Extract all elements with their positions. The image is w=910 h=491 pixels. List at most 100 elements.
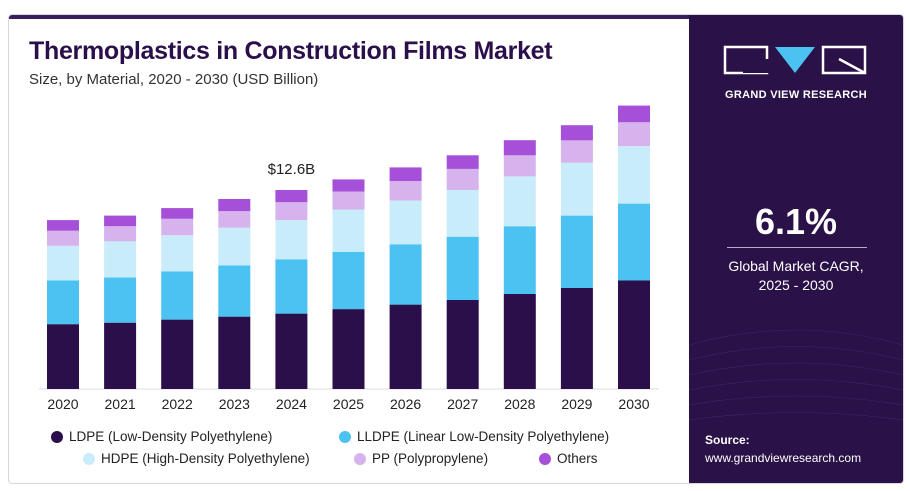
bar-lldpe-2025 [332, 251, 365, 310]
x-tick-label-2027: 2027 [447, 396, 478, 412]
bar-hdpe-2021 [104, 241, 137, 278]
chart-title: Thermoplastics in Construction Films Mar… [29, 37, 553, 65]
bar-pp-2026 [389, 180, 422, 201]
cagr-label-line2: 2025 - 2030 [758, 277, 834, 293]
chart-subtitle: Size, by Material, 2020 - 2030 (USD Bill… [29, 71, 319, 88]
bar-lldpe-2022 [161, 271, 194, 320]
bar-pp-2025 [332, 191, 365, 210]
brand-name: GRAND VIEW RESEARCH [725, 89, 867, 101]
logo-r-mark [821, 45, 867, 75]
bar-others-2028 [503, 140, 536, 156]
bar-hdpe-2029 [560, 162, 593, 216]
bar-hdpe-2030 [618, 146, 650, 204]
bar-lldpe-2028 [503, 226, 536, 294]
x-tick-label-2025: 2025 [333, 396, 364, 412]
legend-label-ldpe: LDPE (Low-Density Polyethylene) [69, 429, 273, 444]
bar-lldpe-2021 [104, 277, 137, 323]
bar-others-2023 [218, 199, 251, 212]
legend-label-pp: PP (Polypropylene) [372, 451, 489, 466]
legend-label-others: Others [557, 451, 598, 466]
bar-ldpe-2030 [618, 280, 650, 389]
bar-pp-2021 [104, 226, 137, 242]
legend-swatch-others [539, 452, 551, 465]
logo-v-mark [775, 47, 815, 73]
cagr-divider [727, 247, 867, 248]
x-tick-label-2022: 2022 [162, 396, 193, 412]
bar-lldpe-2024 [275, 259, 308, 314]
bar-pp-2020 [47, 230, 79, 246]
x-tick-label-2028: 2028 [504, 396, 535, 412]
sidebar-decoration [689, 45, 903, 421]
bar-ldpe-2020 [47, 324, 79, 389]
bar-others-2027 [446, 155, 479, 169]
x-tick-label-2029: 2029 [561, 396, 592, 412]
bar-pp-2027 [446, 168, 479, 190]
bar-ldpe-2021 [104, 322, 137, 389]
bar-hdpe-2028 [503, 176, 536, 227]
bar-pp-2023 [218, 211, 251, 228]
bar-hdpe-2022 [161, 235, 194, 272]
x-tick-label-2026: 2026 [390, 396, 421, 412]
legend-item-lldpe: LLDPE (Linear Low-Density Polyethylene) [339, 429, 609, 444]
annotation-total-2024: $12.6B [268, 161, 316, 178]
bar-ldpe-2022 [161, 319, 194, 389]
bar-ldpe-2029 [560, 288, 593, 389]
bar-lldpe-2023 [218, 265, 251, 317]
legend-label-hdpe: HDPE (High-Density Polyethylene) [101, 451, 310, 466]
bar-ldpe-2024 [275, 313, 308, 389]
legend-item-ldpe: LDPE (Low-Density Polyethylene) [51, 429, 272, 444]
bar-lldpe-2027 [446, 236, 479, 300]
x-tick-label-2024: 2024 [276, 396, 307, 412]
bar-others-2026 [389, 167, 422, 181]
bar-ldpe-2028 [503, 294, 536, 389]
brand-logo [723, 45, 867, 75]
x-tick-label-2030: 2030 [618, 396, 649, 412]
bar-lldpe-2029 [560, 215, 593, 288]
chart-card: Thermoplastics in Construction Films Mar… [8, 14, 904, 484]
cagr-label-line1: Global Market CAGR, [728, 258, 864, 274]
bar-lldpe-2026 [389, 244, 422, 305]
bar-lldpe-2030 [618, 203, 650, 281]
bar-others-2029 [560, 125, 593, 141]
bar-pp-2024 [275, 202, 308, 221]
cagr-label: Global Market CAGR, 2025 - 2030 [689, 257, 903, 295]
bar-hdpe-2024 [275, 220, 308, 260]
bar-hdpe-2020 [47, 245, 79, 281]
legend-label-lldpe: LLDPE (Linear Low-Density Polyethylene) [357, 429, 610, 444]
x-tick-label-2020: 2020 [47, 396, 78, 412]
bar-others-2022 [161, 208, 194, 219]
x-tick-label-2023: 2023 [219, 396, 250, 412]
bar-others-2030 [618, 105, 650, 123]
bar-others-2024 [275, 190, 308, 203]
bar-lldpe-2020 [47, 280, 79, 325]
logo-g-cut [743, 59, 769, 73]
bar-others-2025 [332, 179, 365, 192]
top-accent-line [9, 15, 689, 19]
legend-item-pp: PP (Polypropylene) [354, 451, 488, 466]
sidebar-grid-pattern [689, 329, 903, 421]
bar-pp-2028 [503, 155, 536, 177]
sidebar-panel: GRAND VIEW RESEARCH 6.1% Global Market C… [689, 15, 903, 483]
source-label: Source: [705, 433, 750, 447]
bar-hdpe-2023 [218, 227, 251, 266]
bar-ldpe-2027 [446, 300, 479, 389]
bar-others-2021 [104, 215, 137, 227]
bar-hdpe-2027 [446, 190, 479, 237]
bar-pp-2022 [161, 218, 194, 236]
legend-swatch-pp [354, 452, 366, 465]
bar-others-2020 [47, 220, 79, 231]
legend-swatch-lldpe [339, 430, 351, 443]
bar-ldpe-2023 [218, 316, 251, 389]
cagr-value: 6.1% [754, 201, 838, 242]
bar-ldpe-2026 [389, 304, 422, 389]
source-url[interactable]: www.grandviewresearch.com [705, 451, 862, 465]
legend-item-others: Others [539, 451, 598, 466]
stacked-bar-chart: 2020 2021 2022 2023 2024 $12.6B 2025 2026 2027 20… [39, 105, 659, 412]
logo-r-leg [838, 57, 866, 75]
bar-ldpe-2025 [332, 309, 365, 389]
legend-swatch-ldpe [51, 430, 63, 443]
bar-pp-2030 [618, 122, 650, 147]
x-tick-label-2021: 2021 [105, 396, 136, 412]
bar-hdpe-2026 [389, 200, 422, 245]
bar-pp-2029 [560, 140, 593, 163]
